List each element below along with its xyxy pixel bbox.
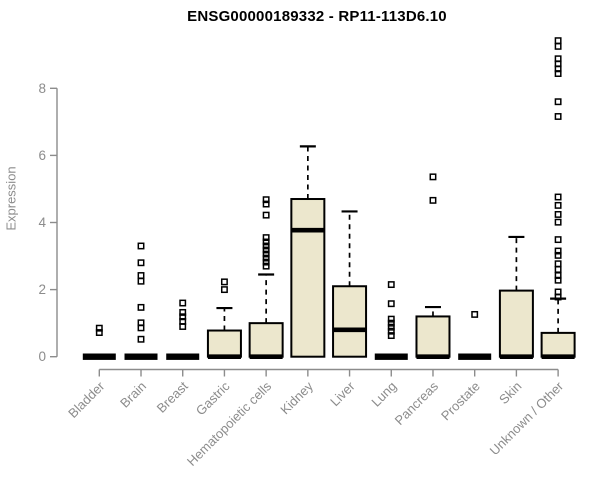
outlier-point [262, 196, 270, 204]
outlier-point [137, 272, 145, 279]
outlier-point [387, 323, 395, 331]
box [332, 285, 368, 358]
outlier-point [554, 293, 562, 301]
outlier-point [220, 278, 228, 286]
boxplot-skin [498, 235, 534, 360]
boxplot-brain [124, 242, 158, 360]
outlier-point [554, 236, 562, 244]
outlier-point [179, 323, 187, 330]
outlier-point [554, 201, 562, 209]
outlier-point [554, 247, 562, 255]
outlier-point [387, 315, 395, 323]
outlier-point [95, 324, 103, 332]
x-category-label: Gastric [193, 378, 233, 418]
outlier-point [262, 262, 270, 270]
outlier-point [179, 299, 187, 307]
outlier-point [387, 332, 395, 340]
outlier-point [387, 281, 395, 289]
boxplot-prostate [458, 310, 492, 360]
y-tick-label: 6 [38, 148, 46, 163]
outlier-point [554, 251, 562, 259]
collapsed-box [124, 353, 158, 360]
boxplot-hematopoietic-cells [248, 196, 284, 360]
box [540, 331, 576, 358]
y-tick-label: 2 [38, 282, 46, 297]
box [206, 329, 242, 358]
y-tick-label: 8 [38, 81, 46, 96]
outlier-point [554, 218, 562, 226]
outlier-point [554, 98, 562, 106]
box [248, 322, 284, 358]
chart-title: ENSG00000189332 - RP11-113D6.10 [187, 8, 447, 25]
outlier-point [137, 303, 145, 311]
box [498, 289, 534, 358]
outlier-point [262, 246, 270, 254]
boxplot-breast [166, 299, 200, 360]
x-category-label: Lung [368, 379, 399, 410]
outlier-point [554, 266, 562, 273]
outlier-point [262, 254, 270, 262]
outlier-point [471, 310, 479, 318]
x-category-label: Kidney [277, 378, 316, 417]
outlier-point [387, 300, 395, 308]
outlier-point [137, 242, 145, 250]
outlier-point [429, 196, 437, 204]
y-tick-label: 4 [38, 215, 46, 230]
outlier-point [137, 335, 145, 343]
outlier-point [554, 260, 562, 268]
boxplot-lung [374, 281, 408, 360]
outlier-point [137, 324, 145, 332]
collapsed-box [82, 353, 116, 360]
boxplot-unknown-other [540, 37, 576, 360]
outlier-point [262, 242, 270, 250]
outlier-point [95, 329, 103, 336]
outlier-point [262, 250, 270, 258]
outlier-point [554, 113, 562, 120]
x-category-label: Brain [117, 379, 149, 411]
outlier-point [262, 234, 270, 242]
box [415, 315, 451, 358]
x-category-label: Pancreas [392, 378, 442, 428]
outlier-point [220, 286, 228, 294]
outlier-point [137, 259, 145, 267]
outlier-point [262, 200, 270, 208]
outlier-point [429, 173, 437, 181]
boxplot-liver [332, 210, 368, 358]
outlier-point [262, 211, 270, 219]
box [290, 198, 326, 358]
collapsed-box [166, 353, 200, 360]
outlier-point [554, 276, 562, 284]
outlier-point [262, 258, 270, 266]
x-category-label: Bladder [65, 378, 108, 421]
outlier-point [179, 308, 187, 316]
outlier-point [387, 327, 395, 335]
outlier-point [554, 210, 562, 218]
outlier-point [387, 319, 395, 327]
outlier-point [554, 42, 562, 50]
collapsed-box [374, 353, 408, 360]
x-category-label: Liver [327, 378, 358, 409]
outlier-point [262, 238, 270, 246]
outlier-point [554, 193, 562, 201]
boxplot-gastric [206, 278, 242, 360]
outlier-point [554, 37, 562, 45]
x-category-label: Prostate [438, 379, 483, 424]
boxplot-bladder [82, 324, 116, 360]
outlier-point [554, 70, 562, 77]
y-tick-label: 0 [38, 349, 46, 364]
boxplot-pancreas [415, 173, 451, 360]
x-category-label: Skin [496, 379, 524, 407]
collapsed-box [458, 353, 492, 360]
x-category-label: Unknown / Other [487, 378, 567, 458]
x-category-label: Breast [154, 378, 191, 415]
boxplot-kidney [290, 145, 326, 358]
outlier-point [137, 277, 145, 285]
